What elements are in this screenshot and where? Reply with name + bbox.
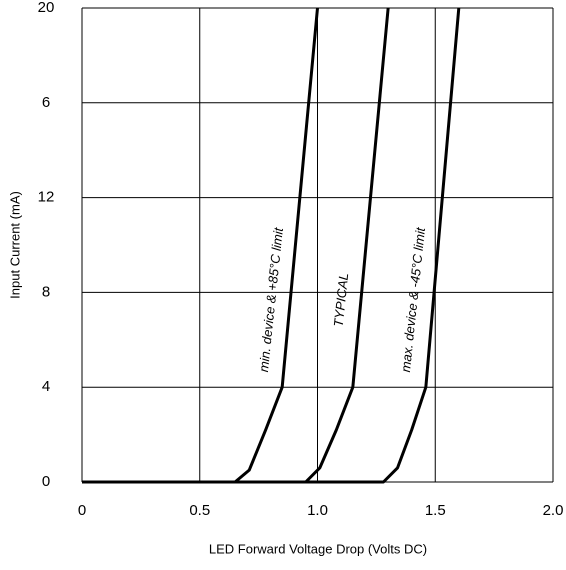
y-tick-label: 8 bbox=[42, 283, 50, 300]
curve-annotation: min. device & +85°C limit bbox=[256, 226, 286, 373]
y-tick-label: 4 bbox=[42, 378, 50, 395]
x-tick-label: 1.0 bbox=[307, 502, 328, 519]
x-tick-label: 1.5 bbox=[425, 502, 446, 519]
x-tick-label: 0.5 bbox=[189, 502, 210, 519]
y-axis-label: Input Current (mA) bbox=[7, 191, 22, 299]
curve-annotation: max. device & -45°C limit bbox=[398, 225, 428, 373]
data-line bbox=[82, 7, 461, 484]
x-tick-label: 2.0 bbox=[543, 502, 564, 519]
y-tick-label: 0 bbox=[42, 473, 50, 490]
curve-annotation: TYPICAL bbox=[331, 272, 352, 327]
y-tick-label: 6 bbox=[42, 94, 50, 111]
data-line bbox=[82, 7, 390, 484]
x-tick-label: 0 bbox=[78, 502, 86, 519]
y-tick-label: 20 bbox=[38, 0, 55, 16]
y-tick-label: 12 bbox=[38, 189, 55, 206]
x-axis-label: LED Forward Voltage Drop (Volts DC) bbox=[209, 541, 427, 556]
